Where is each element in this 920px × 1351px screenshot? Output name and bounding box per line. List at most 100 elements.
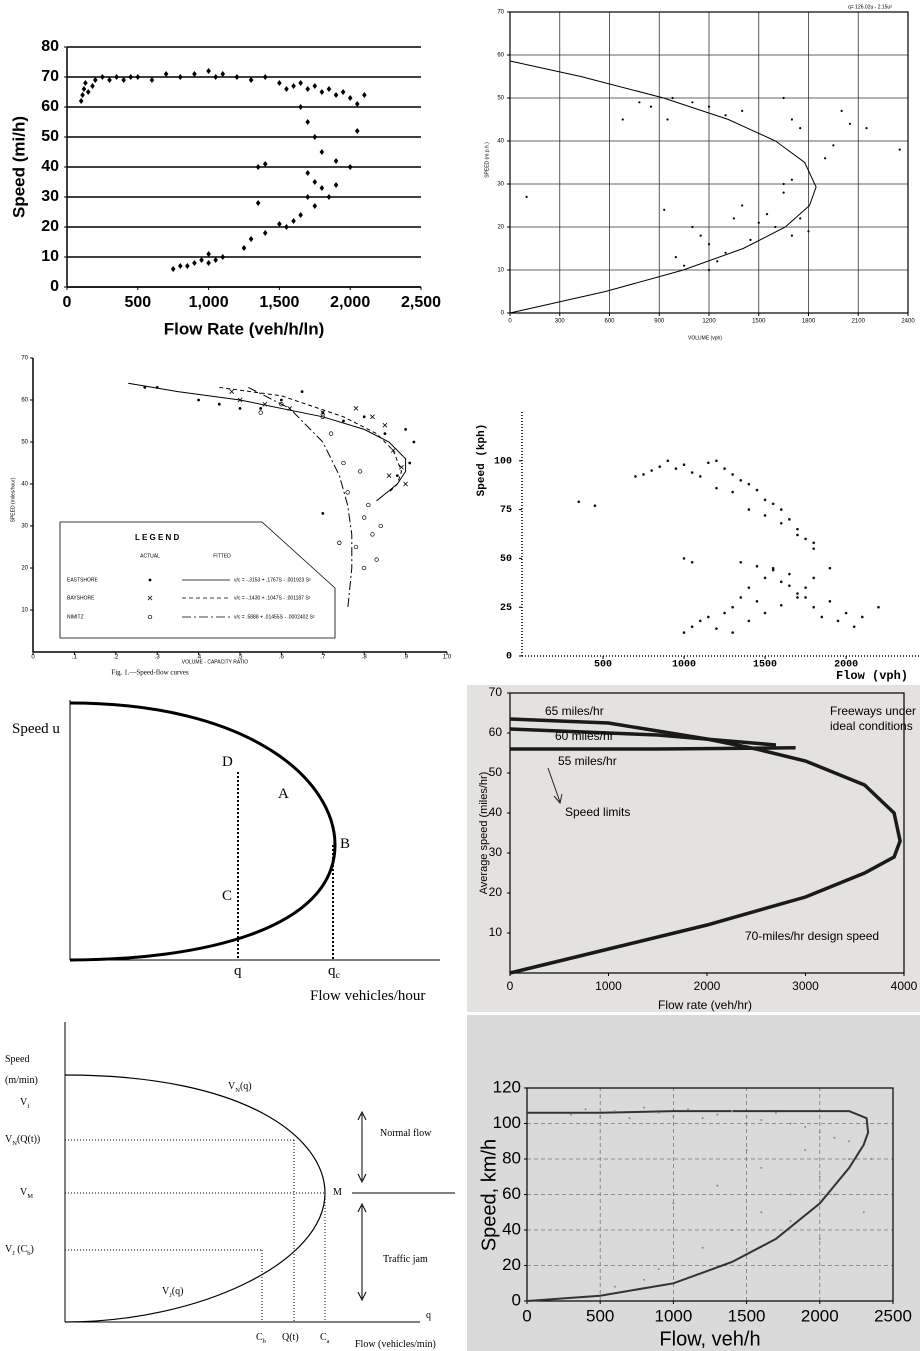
y-tick-label: 0 — [50, 278, 59, 295]
point — [192, 71, 197, 77]
label-text: Q(t) — [282, 1332, 299, 1343]
subscript: M — [27, 1193, 33, 1200]
y-axis-label: Speed (kph) — [476, 424, 488, 497]
diagram-label: C — [222, 888, 232, 904]
point — [185, 263, 190, 269]
curve — [509, 727, 777, 747]
x-tick-label: 1.0 — [443, 655, 452, 661]
point — [347, 95, 353, 101]
point — [862, 1211, 865, 1214]
point — [628, 1117, 631, 1120]
diagram-label: Flow (vehicles/min) — [355, 1339, 436, 1350]
point — [771, 502, 775, 506]
point — [321, 512, 325, 515]
y-tick-label: 50 — [41, 128, 59, 145]
x-tick-label: 0 — [31, 655, 35, 661]
x-tick-label: 0 — [508, 319, 512, 325]
point — [745, 1149, 748, 1152]
y-tick-label: 70 — [489, 685, 503, 699]
label-text: Speed u — [12, 721, 60, 737]
point — [755, 564, 759, 568]
point — [305, 170, 311, 176]
point — [848, 1140, 851, 1143]
point — [170, 266, 176, 272]
y-tick-label: 10 — [497, 268, 504, 274]
y-tick-label: 25 — [500, 603, 512, 614]
legend-equation: v/c = .5888 + .01455S - .0002402 S² — [234, 614, 315, 620]
y-tick-label: 40 — [21, 482, 28, 488]
x-axis-label: Flow (vph) — [836, 669, 908, 683]
point — [135, 74, 141, 80]
label-text: Flow (vehicles/min) — [355, 1339, 436, 1350]
point — [81, 86, 87, 92]
y-tick-label: 50 — [489, 765, 503, 779]
x-tick-label: 900 — [654, 319, 665, 325]
y-tick-label: 60 — [502, 1184, 521, 1203]
point — [634, 475, 637, 478]
schematic-diagram — [69, 700, 440, 962]
point — [382, 422, 388, 428]
curve-label: 60 miles/hr — [555, 729, 614, 743]
curve — [510, 746, 796, 751]
point — [739, 561, 743, 564]
point — [78, 98, 84, 104]
x-tick-label: .5 — [237, 655, 243, 661]
x-tick-label: .9 — [403, 655, 409, 661]
point — [312, 179, 318, 185]
point — [790, 234, 794, 237]
point — [291, 83, 296, 89]
diagram-label: Flow vehicles/hour — [310, 988, 425, 1004]
point — [657, 1268, 660, 1271]
label-text: V — [5, 1134, 13, 1145]
x-tick-label: .3 — [155, 655, 161, 661]
x-tick-label: 1200 — [702, 319, 716, 325]
point — [378, 523, 383, 529]
diagram-label: VJ (Cb) — [5, 1244, 34, 1257]
point — [206, 260, 211, 266]
y-tick-label: 10 — [489, 925, 503, 939]
point — [812, 541, 815, 545]
y-tick-label: 30 — [497, 182, 504, 188]
subscript: c — [336, 970, 341, 981]
y-tick-label: 0 — [506, 652, 512, 663]
point — [828, 566, 832, 570]
label-text: V — [162, 1286, 170, 1297]
point — [877, 605, 880, 609]
point — [248, 236, 254, 242]
point — [812, 576, 815, 580]
point — [114, 74, 119, 80]
point — [85, 89, 91, 95]
point — [865, 127, 868, 130]
point — [383, 432, 387, 435]
point — [319, 89, 325, 95]
point — [192, 260, 197, 266]
point — [234, 74, 240, 80]
y-tick-label: 30 — [21, 524, 28, 530]
curve — [509, 60, 817, 314]
point — [723, 611, 726, 615]
x-tick-label: 2000 — [834, 660, 858, 671]
point — [149, 77, 155, 83]
point — [715, 627, 718, 630]
y-tick-label: 20 — [41, 218, 59, 235]
point — [584, 1108, 587, 1111]
point — [782, 191, 785, 194]
diagram-label: q — [426, 1310, 431, 1321]
point — [731, 631, 734, 634]
y-tick-label: 80 — [502, 1148, 521, 1167]
diagram-label: Normal flow — [380, 1128, 432, 1139]
point — [747, 508, 751, 511]
point — [833, 1136, 836, 1139]
subscript: f — [27, 1103, 30, 1110]
y-tick-label: 30 — [489, 845, 503, 859]
point — [789, 1220, 792, 1223]
point — [291, 218, 296, 224]
point — [731, 490, 734, 494]
x-axis-label: VOLUME (vph) — [688, 335, 722, 341]
point — [739, 479, 743, 482]
point — [848, 1158, 851, 1160]
point — [807, 230, 810, 233]
point — [760, 1166, 763, 1169]
point — [340, 89, 346, 95]
point — [690, 471, 694, 474]
